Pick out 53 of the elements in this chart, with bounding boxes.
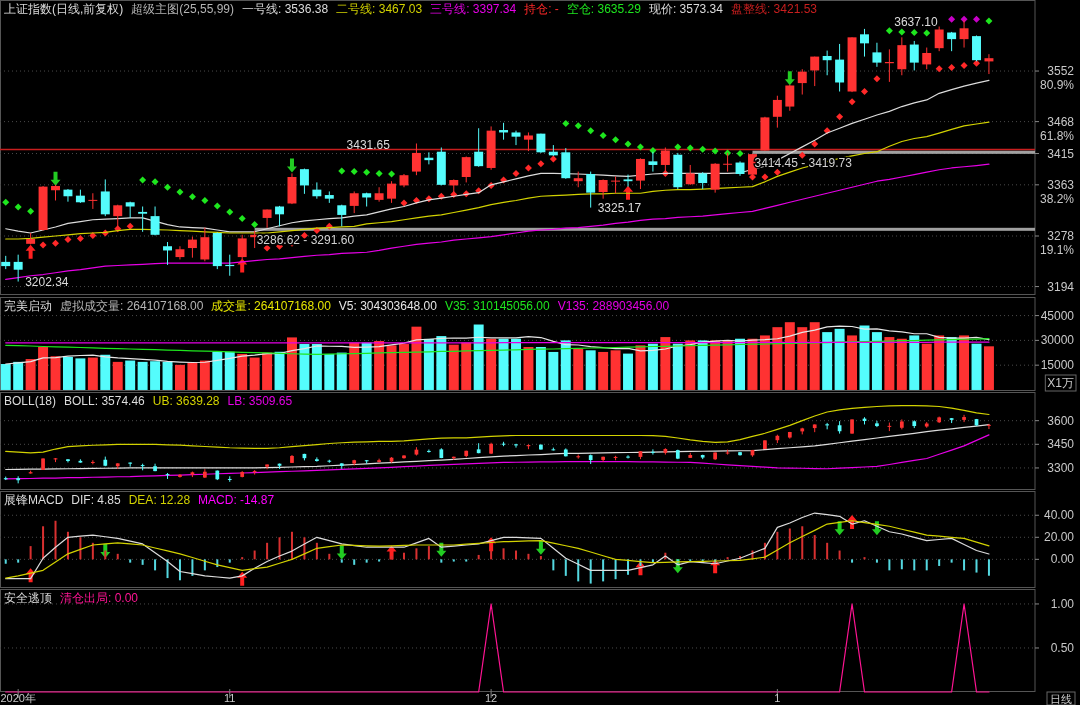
text: 二号线: 3467.03 bbox=[336, 2, 423, 16]
x-tick-label: 2020年 bbox=[0, 692, 36, 704]
y-tick-label: 30000 bbox=[1040, 333, 1075, 348]
y-tick-label: 3600 bbox=[1047, 413, 1075, 428]
text: 空仓: 3635.29 bbox=[566, 2, 642, 16]
text: V135: 288903456.00 bbox=[557, 299, 670, 313]
y-tick-label: 40.00 bbox=[1043, 508, 1075, 523]
y-tick-label: 0.50 bbox=[1050, 640, 1075, 655]
text: BOLL: 3574.46 bbox=[64, 394, 146, 408]
y-tick-label: 3450 bbox=[1047, 437, 1075, 452]
annotation: 3325.17 bbox=[597, 200, 642, 215]
chart-title: BOLL(18) bbox=[4, 394, 57, 408]
chart-title: 展锋MACD bbox=[4, 493, 64, 507]
y-axis-title: X1万 bbox=[1047, 376, 1074, 390]
text: 清仓出局: 0.00 bbox=[60, 591, 139, 605]
text: 一号线: 3536.38 bbox=[242, 2, 329, 16]
chart-title: 完美启动 bbox=[4, 299, 52, 313]
y-tick-label: 3278 19.1% bbox=[1039, 229, 1075, 257]
text: LB: 3509.65 bbox=[227, 394, 293, 408]
text: MACD: -14.87 bbox=[198, 493, 275, 507]
text: DIF: 4.85 bbox=[71, 493, 122, 507]
y-tick-label: 3468 61.8% bbox=[1039, 114, 1075, 143]
y-tick-label: 0.00 bbox=[1050, 552, 1075, 567]
annotation: 虚拟成交量: 264107168.00 bbox=[60, 299, 204, 313]
text: 三号线: 3397.34 bbox=[430, 2, 517, 16]
annotation: 现价: 3573.34 bbox=[648, 2, 724, 16]
y-tick-label: 15000 bbox=[1040, 358, 1075, 373]
annotation: 3637.10 bbox=[894, 14, 938, 29]
chart-title: 上证指数(日线,前复权) bbox=[4, 2, 124, 16]
text: DEA: 12.28 bbox=[128, 493, 191, 507]
y-tick-label: 3415 bbox=[1047, 146, 1075, 161]
text: 持仓: - bbox=[524, 2, 559, 16]
y-tick-label: 3363 38.2% bbox=[1039, 177, 1075, 206]
y-tick-label: 3194 bbox=[1047, 279, 1075, 294]
y-tick-label: 20.00 bbox=[1043, 530, 1075, 545]
y-tick-label: 1.00 bbox=[1050, 596, 1075, 611]
chart-title: 安全逃顶 bbox=[4, 591, 52, 605]
text: 成交量: 264107168.00 bbox=[211, 299, 332, 313]
x-tick-label: 1 bbox=[774, 692, 781, 704]
ref-line-label: 盘整线: 3421.53 bbox=[730, 2, 818, 16]
band-label: 3286.62 - 3291.60 bbox=[256, 232, 355, 247]
y-tick-label: 45000 bbox=[1040, 308, 1075, 323]
x-tick-label: 12 bbox=[484, 692, 498, 704]
y-tick-label: 3552 80.9% bbox=[1039, 64, 1075, 93]
text: V5: 304303648.00 bbox=[338, 299, 438, 313]
annotation: 3202.34 bbox=[25, 274, 69, 289]
x-axis-title: 日线 bbox=[1050, 693, 1072, 705]
x-tick-label: 11 bbox=[224, 692, 236, 704]
text: UB: 3639.28 bbox=[152, 394, 220, 408]
y-tick-label: 3300 bbox=[1047, 460, 1075, 475]
text: V35: 310145056.00 bbox=[444, 299, 551, 313]
annotation: 超级主图(25,55,99) bbox=[131, 2, 235, 16]
annotation: 3431.65 bbox=[346, 138, 391, 153]
